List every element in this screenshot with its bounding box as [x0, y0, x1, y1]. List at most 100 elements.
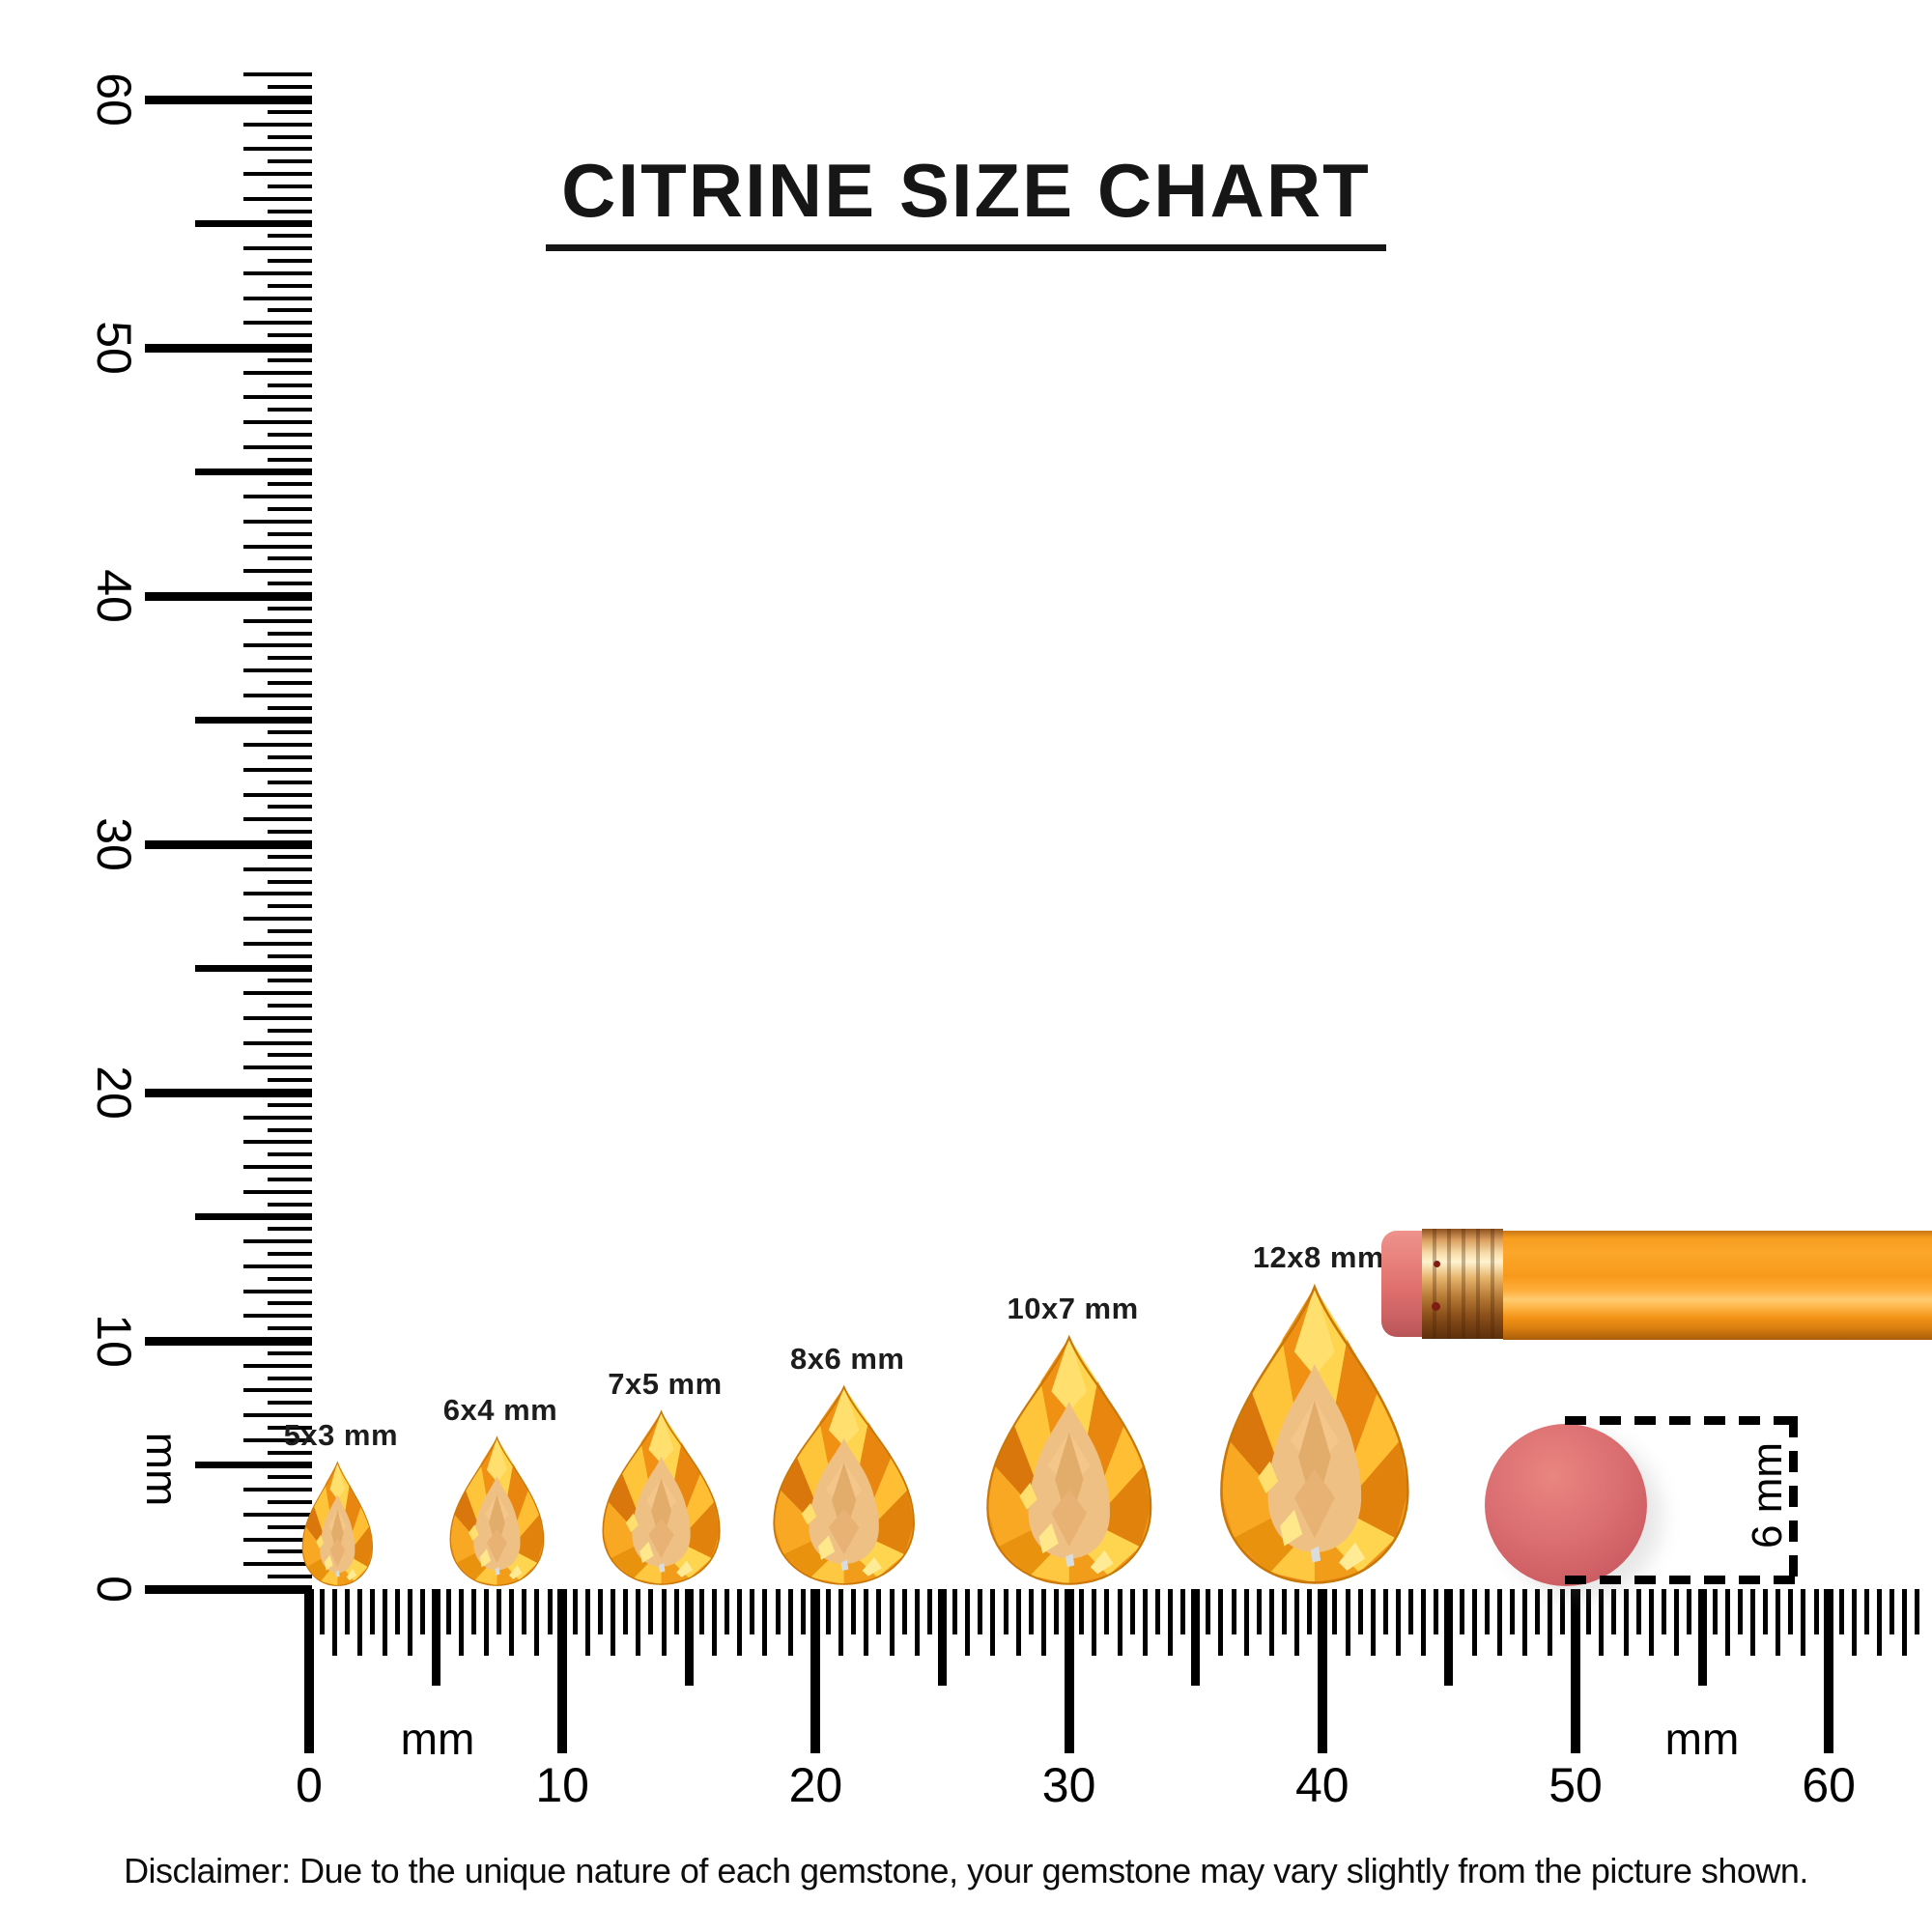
vruler-tick — [268, 308, 312, 313]
vruler-tick — [268, 1004, 312, 1009]
hruler-tick — [724, 1589, 730, 1634]
vruler-tick — [145, 343, 312, 353]
vruler-tick — [243, 569, 312, 574]
hruler-tick — [926, 1589, 932, 1634]
hruler-tick — [1092, 1589, 1097, 1656]
vruler-tick — [145, 95, 312, 104]
gem-size-label: 8x6 mm — [790, 1342, 905, 1377]
pencil — [1381, 1229, 1932, 1341]
hruler-tick — [319, 1589, 325, 1634]
hruler-tick — [636, 1589, 641, 1656]
vruler-tick — [243, 693, 312, 697]
vruler-tick — [145, 1584, 312, 1594]
hruler-tick — [1902, 1589, 1908, 1656]
hruler-tick — [572, 1589, 578, 1634]
hruler-tick — [1307, 1589, 1313, 1634]
vruler-tick — [243, 172, 312, 177]
vruler-tick — [243, 296, 312, 300]
vruler-tick — [243, 495, 312, 499]
hruler-tick — [1610, 1589, 1616, 1634]
vruler-tick — [243, 1363, 312, 1368]
hruler-tick — [1571, 1589, 1580, 1753]
hruler-tick — [1142, 1589, 1148, 1656]
vruler-tick — [268, 953, 312, 958]
hruler-tick — [1370, 1589, 1376, 1656]
hruler-tick — [914, 1589, 920, 1656]
vruler-tick — [243, 1065, 312, 1070]
vruler-tick — [243, 1264, 312, 1268]
vruler-tick — [268, 1301, 312, 1306]
vruler-tick — [268, 209, 312, 213]
hruler-tick — [990, 1589, 996, 1656]
hruler-tick — [1915, 1589, 1920, 1634]
hruler-tick — [1243, 1589, 1249, 1656]
vruler-tick — [243, 743, 312, 748]
vruler-tick — [243, 668, 312, 673]
vruler-tick — [243, 917, 312, 922]
hruler-tick — [584, 1589, 590, 1656]
hruler-tick — [547, 1589, 553, 1634]
vruler-tick — [268, 531, 312, 536]
hruler-tick — [598, 1589, 604, 1634]
vruler-tick — [195, 717, 312, 724]
horizontal-ruler-unit-label-right: mm — [1664, 1714, 1740, 1764]
hruler-tick — [383, 1589, 388, 1656]
hruler-number-label: 30 — [1041, 1758, 1096, 1812]
vruler-tick — [243, 1512, 312, 1517]
vruler-tick — [243, 444, 312, 449]
vruler-number-label: 50 — [87, 321, 141, 375]
vruler-tick — [268, 1252, 312, 1257]
hruler-tick — [420, 1589, 426, 1634]
hruler-tick — [1724, 1589, 1730, 1656]
vruler-tick — [195, 965, 312, 972]
vruler-tick — [268, 730, 312, 735]
vruler-tick — [268, 357, 312, 362]
vruler-number-label: 30 — [87, 817, 141, 871]
vruler-tick — [268, 928, 312, 933]
hruler-tick — [810, 1589, 821, 1753]
vruler-tick — [243, 196, 312, 201]
vruler-tick — [145, 591, 312, 601]
vruler-tick — [268, 656, 312, 661]
hruler-tick — [965, 1589, 971, 1656]
citrine-gem-10x7mm — [986, 1336, 1152, 1585]
ferrule-dot — [1434, 1261, 1440, 1267]
hruler-tick — [800, 1589, 806, 1634]
hruler-tick — [1889, 1589, 1895, 1634]
hruler-tick — [1662, 1589, 1667, 1634]
hruler-tick — [395, 1589, 401, 1634]
vruler-tick — [243, 618, 312, 623]
vruler-tick — [243, 767, 312, 772]
vruler-tick — [268, 134, 312, 139]
hruler-tick — [557, 1589, 568, 1753]
hruler-tick — [304, 1589, 314, 1753]
hruler-tick — [431, 1589, 440, 1686]
vruler-tick — [268, 259, 312, 264]
gem-size-label: 10x7 mm — [1007, 1291, 1139, 1325]
hruler-tick — [1877, 1589, 1883, 1656]
citrine-gem-7x5mm — [602, 1411, 721, 1586]
hruler-tick — [698, 1589, 704, 1634]
hruler-tick — [775, 1589, 781, 1634]
hruler-tick — [470, 1589, 476, 1634]
round-eraser-disc — [1485, 1424, 1647, 1586]
vruler-tick — [268, 85, 312, 90]
measure-line-bottom — [1565, 1576, 1802, 1584]
vruler-tick — [268, 1524, 312, 1529]
hruler-tick — [684, 1589, 694, 1686]
hruler-tick — [1064, 1589, 1074, 1753]
hruler-number-label: 40 — [1294, 1758, 1350, 1812]
vruler-tick — [195, 469, 312, 475]
vruler-tick — [243, 270, 312, 275]
hruler-tick — [1535, 1589, 1541, 1634]
hruler-tick — [864, 1589, 869, 1656]
vruler-tick — [243, 1413, 312, 1418]
hruler-tick — [1471, 1589, 1477, 1656]
vruler-tick — [268, 1450, 312, 1455]
hruler-tick — [1674, 1589, 1680, 1656]
hruler-tick — [1382, 1589, 1388, 1634]
hruler-tick — [458, 1589, 464, 1656]
vruler-tick — [268, 1177, 312, 1181]
hruler-tick — [1459, 1589, 1464, 1634]
hruler-tick — [1256, 1589, 1262, 1634]
